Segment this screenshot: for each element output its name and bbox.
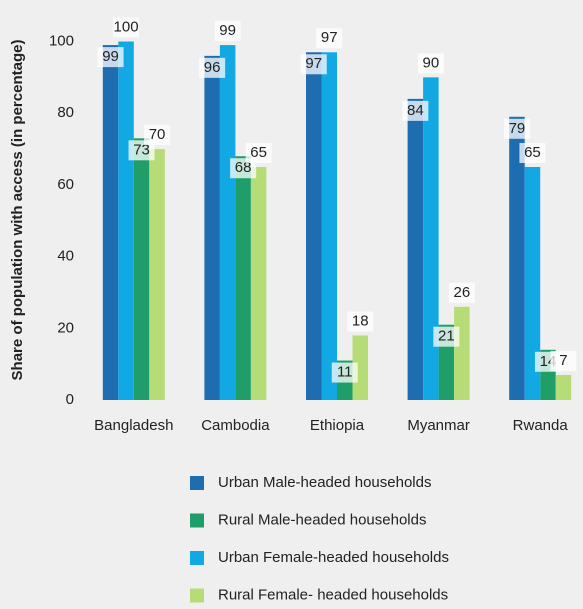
bar [250, 166, 267, 400]
value-label: 99 [219, 22, 236, 39]
y-tick-label: 100 [49, 32, 74, 49]
legend-swatch [190, 551, 204, 565]
value-label-bg [347, 311, 374, 332]
value-label-bg [448, 282, 475, 303]
bar [524, 166, 541, 400]
value-label-bg [402, 100, 429, 121]
value-label-bg [128, 140, 155, 161]
bar [407, 98, 424, 401]
legend-swatch [190, 513, 204, 528]
value-label-bg [214, 21, 241, 42]
value-label: 96 [204, 59, 221, 76]
x-tick-label: Myanmar [407, 417, 470, 434]
value-label-bg [550, 350, 577, 371]
value-label: 26 [454, 284, 471, 301]
value-label: 70 [149, 126, 166, 143]
bar [133, 138, 150, 400]
bar [423, 77, 439, 400]
value-label-bg [417, 53, 444, 74]
value-label: 21 [438, 328, 455, 345]
bar [321, 52, 337, 400]
value-label: 18 [352, 312, 369, 329]
value-label: 65 [250, 144, 267, 161]
value-label: 97 [321, 29, 338, 46]
value-label-bg [300, 54, 327, 75]
x-tick-label: Bangladesh [94, 417, 173, 434]
bar [118, 41, 134, 401]
value-label: 68 [235, 159, 252, 176]
x-tick-label: Rwanda [513, 417, 569, 434]
value-label-bg [245, 142, 272, 163]
value-label: 100 [114, 18, 139, 35]
x-tick-label: Cambodia [201, 417, 270, 434]
value-label-bg [316, 28, 343, 49]
y-axis-label: Share of population with access (in perc… [9, 40, 26, 381]
y-tick-label: 0 [66, 391, 74, 408]
bar [306, 52, 322, 400]
bar [219, 45, 236, 401]
bar [555, 374, 572, 400]
legend-label: Urban Female-headed households [218, 549, 449, 566]
bar [149, 149, 165, 400]
value-label: 65 [524, 144, 541, 161]
y-tick-label: 80 [57, 104, 74, 121]
value-label: 84 [407, 102, 424, 119]
value-label-bg [199, 57, 226, 78]
bar [102, 45, 119, 401]
y-tick-label: 40 [57, 248, 74, 265]
bar [509, 116, 525, 400]
legend-label: Rural Female- headed households [218, 586, 448, 603]
value-label-bg [331, 362, 358, 383]
y-tick-label: 20 [57, 319, 74, 336]
y-tick-label: 60 [57, 176, 74, 193]
value-label: 97 [305, 55, 322, 72]
value-label: 90 [423, 54, 440, 71]
legend-swatch [190, 588, 204, 603]
x-tick-label: Ethiopia [310, 417, 365, 434]
bar [204, 55, 220, 400]
bar [454, 306, 470, 400]
legend-label: Rural Male-headed households [218, 511, 426, 528]
bar [235, 156, 251, 400]
value-label-bg [433, 326, 460, 347]
value-label-bg [144, 125, 171, 146]
value-label-bg [97, 47, 124, 68]
bar [352, 335, 368, 400]
value-label: 99 [102, 48, 119, 65]
value-label: 73 [133, 141, 150, 158]
value-label-bg [230, 158, 257, 179]
value-label-bg [503, 118, 530, 139]
value-label-bg [113, 17, 140, 38]
legend-label: Urban Male-headed households [218, 474, 431, 491]
legend-swatch [190, 476, 204, 490]
value-label-bg [519, 142, 546, 163]
value-label: 79 [509, 120, 526, 137]
value-label: 7 [559, 352, 567, 369]
value-label: 11 [337, 364, 353, 381]
